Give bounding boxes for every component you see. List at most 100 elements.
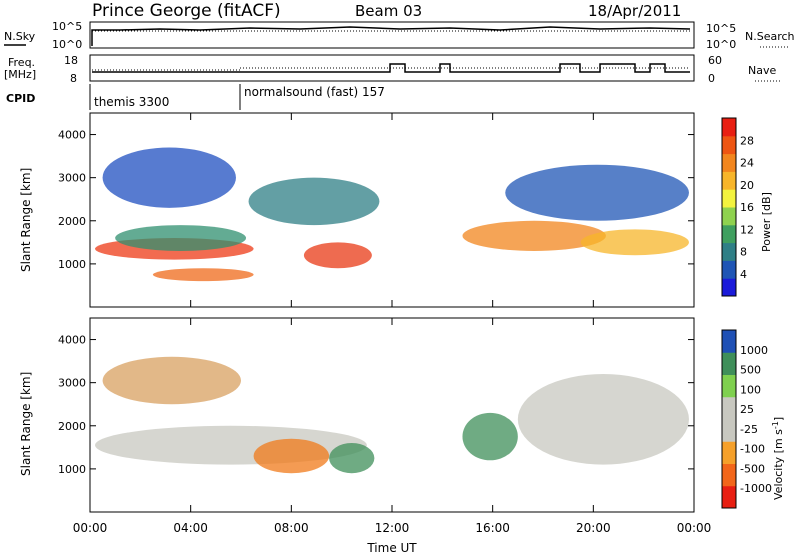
- power-colorbar: 28 24 20 16 12 8 4: [721, 117, 754, 297]
- xtick-label: 12:00: [375, 521, 410, 535]
- ytick-label: 3000: [58, 377, 86, 390]
- power-yticks: 1000 2000 3000 4000: [58, 129, 694, 271]
- scatter-region-4: [329, 443, 375, 474]
- scatter-region-8: [505, 164, 689, 221]
- nave-tick-top: 60: [708, 54, 722, 67]
- station-title: Prince George (fitACF): [92, 1, 281, 21]
- cpid-segment-2: normalsound (fast) 157: [244, 85, 385, 99]
- nsky-tick-bottom: 10^0: [52, 38, 82, 51]
- colorbar-tick-label: -500: [740, 462, 765, 475]
- colorbar-tick-label: 8: [740, 246, 747, 259]
- freq-panel: [89, 54, 695, 82]
- ytick-label: 4000: [58, 129, 86, 142]
- velocity-yticks: 1000 2000 3000 4000: [58, 334, 694, 476]
- colorbar-frame: [721, 329, 737, 509]
- colorbar-swatch: [722, 118, 736, 137]
- colorbar-swatch: [722, 485, 736, 509]
- colorbar-tick-label: 100: [740, 383, 761, 396]
- colorbar-swatch: [722, 242, 736, 261]
- freq-trace: [92, 63, 690, 73]
- colorbar-tick-label: 1000: [740, 344, 768, 357]
- date-title: 18/Apr/2011: [588, 2, 681, 20]
- xtick-label: 08:00: [274, 521, 309, 535]
- colorbar-tick-label: -25: [740, 423, 758, 436]
- power-panel: 1000 2000 3000 4000: [58, 112, 695, 308]
- colorbar-swatch: [722, 330, 736, 353]
- xtick-label: 00:00: [677, 521, 712, 535]
- time-axis-label: Time UT: [366, 541, 417, 554]
- ytick-label: 1000: [58, 463, 86, 476]
- cpid-segment-1: themis 3300: [94, 95, 169, 109]
- colorbar-swatch: [722, 441, 736, 464]
- xtick-label: 16:00: [475, 521, 510, 535]
- colorbar-swatch: [722, 396, 736, 420]
- nave-trace: [92, 67, 690, 71]
- colorbar-frame: [721, 117, 737, 297]
- ytick-label: 3000: [58, 172, 86, 185]
- colorbar-tick-label: 500: [740, 364, 761, 377]
- nave-label: Nave: [748, 64, 776, 77]
- colorbar-swatch: [722, 374, 736, 398]
- ytick-label: 2000: [58, 215, 86, 228]
- colorbar-swatch: [722, 171, 736, 190]
- scatter-region-9: [580, 229, 689, 256]
- scatter-region-3: [253, 438, 330, 474]
- velocity-panel: 1000 2000 3000 4000: [58, 317, 695, 513]
- velocity-colorbar-label: Velocity [m s-1]: [771, 417, 785, 500]
- colorbar-swatch: [722, 207, 736, 226]
- colorbar-tick-label: 12: [740, 223, 754, 236]
- colorbar-tick-label: 16: [740, 201, 754, 214]
- cpid-label: CPID: [6, 92, 35, 105]
- freq-tick-bottom: 8: [70, 72, 77, 85]
- scatter-region-5: [248, 177, 380, 226]
- colorbar-swatch: [722, 153, 736, 172]
- freq-tick-top: 18: [64, 54, 78, 67]
- colorbar-swatch: [722, 260, 736, 279]
- nsearch-label: N.Search: [745, 30, 795, 43]
- scatter-region-2: [115, 225, 247, 251]
- velocity-colorbar: 1000 500 100 25 -25 -100 -500 -1000: [721, 329, 772, 509]
- scatter-region-4: [152, 268, 254, 282]
- power-colorbar-label: Power [dB]: [760, 192, 773, 252]
- colorbar-tick-label: -1000: [740, 482, 772, 495]
- scatter-region-6: [517, 374, 689, 465]
- colorbar-swatch: [722, 135, 736, 155]
- nsearch-tick-top: 10^5: [706, 22, 736, 35]
- scatter-region-3: [102, 147, 236, 208]
- nave-tick-bottom: 0: [708, 72, 715, 85]
- nsearch-tick-bottom: 10^0: [706, 38, 736, 51]
- xtick-label: 20:00: [576, 521, 611, 535]
- scatter-region-7: [462, 220, 606, 251]
- nsky-panel: [89, 21, 695, 49]
- colorbar-tick-label: 24: [740, 157, 754, 170]
- scatter-region-2: [102, 356, 241, 405]
- power-ylabel: Slant Range [km]: [19, 168, 33, 272]
- colorbar-tick-label: 4: [740, 268, 747, 281]
- nsky-tick-top: 10^5: [52, 20, 82, 33]
- colorbar-tick-label: -100: [740, 443, 765, 456]
- colorbar-swatch: [722, 463, 736, 487]
- xtick-label: 00:00: [73, 521, 108, 535]
- freq-unit: [MHz]: [4, 68, 36, 81]
- velocity-ylabel: Slant Range [km]: [19, 372, 33, 476]
- freq-label: Freq.: [8, 56, 35, 69]
- colorbar-tick-label: 28: [740, 134, 754, 147]
- scatter-region-5: [462, 412, 518, 461]
- ytick-label: 4000: [58, 334, 86, 347]
- ytick-label: 2000: [58, 420, 86, 433]
- time-axis: 00:00 04:00 08:00 12:00 16:00 20:00 00:00: [73, 113, 712, 535]
- nsky-label: N.Sky: [4, 30, 36, 43]
- colorbar-swatch: [722, 224, 736, 244]
- ytick-label: 1000: [58, 258, 86, 271]
- colorbar-swatch: [722, 352, 736, 375]
- beam-title: Beam 03: [355, 2, 422, 20]
- colorbar-swatch: [722, 189, 736, 208]
- colorbar-swatch: [722, 278, 736, 297]
- colorbar-tick-label: 25: [740, 403, 754, 416]
- colorbar-tick-label: 20: [740, 179, 754, 192]
- xtick-label: 04:00: [173, 521, 208, 535]
- colorbar-swatch: [722, 419, 736, 442]
- scatter-region-6: [303, 242, 372, 269]
- velocity-blobs: [95, 356, 689, 474]
